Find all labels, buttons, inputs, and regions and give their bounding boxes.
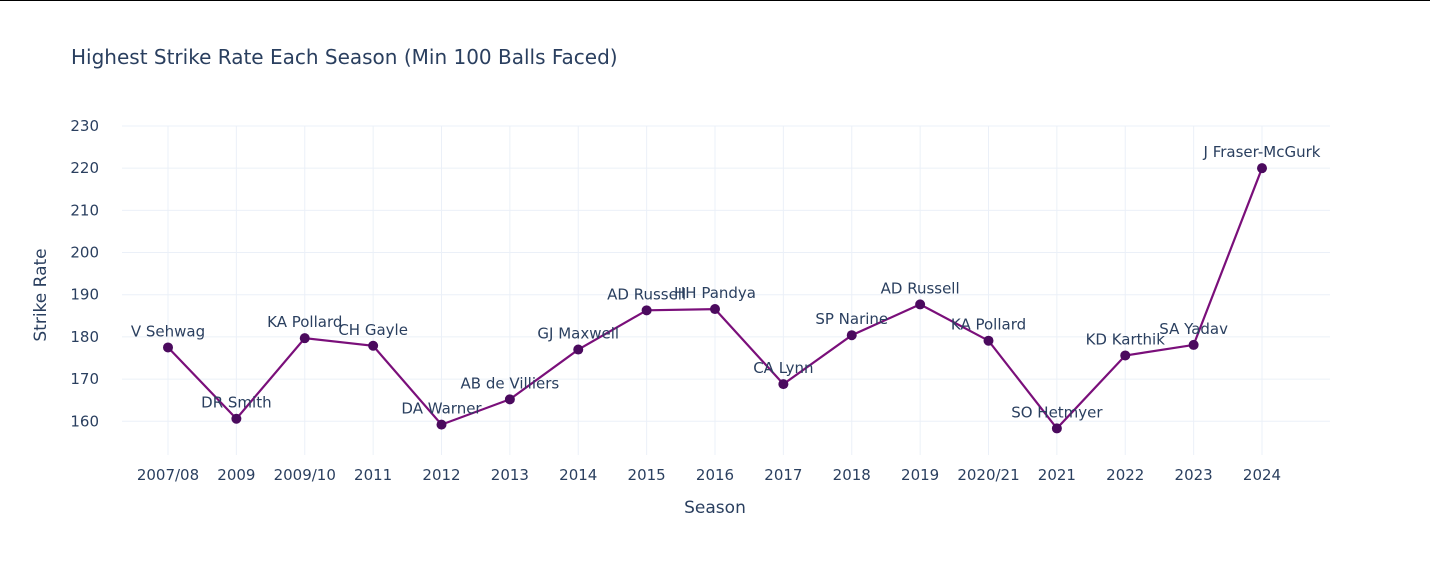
data-point: [983, 335, 994, 346]
data-label: AD Russell: [881, 279, 960, 297]
data-point: [573, 344, 584, 355]
x-tick-label: 2022: [1106, 466, 1144, 484]
x-tick-label: 2011: [354, 466, 392, 484]
x-axis-title: Season: [684, 498, 746, 518]
data-label: V Sehwag: [131, 322, 205, 340]
y-gridlines: [122, 125, 1330, 422]
x-gridlines: [167, 126, 1263, 455]
data-point: [504, 394, 515, 405]
chart-title: Highest Strike Rate Each Season (Min 100…: [71, 45, 618, 69]
data-label: SA Yadav: [1159, 320, 1228, 338]
x-tick-label: 2009/10: [274, 466, 336, 484]
x-tick-label: 2017: [764, 466, 802, 484]
data-point: [1120, 350, 1131, 361]
data-label: CA Lynn: [753, 359, 813, 377]
data-point: [368, 340, 379, 351]
data-point: [846, 330, 857, 341]
data-point: [1051, 423, 1062, 434]
data-label: GJ Maxwell: [537, 325, 619, 343]
y-axis-title: Strike Rate: [31, 248, 51, 341]
y-tick-label: 170: [70, 370, 99, 388]
data-label: CH Gayle: [338, 321, 408, 339]
x-tick-label: 2012: [422, 466, 460, 484]
data-point: [299, 333, 310, 344]
data-label: KA Pollard: [951, 316, 1026, 334]
y-axis-ticks: 160 170 180 190 200 210 220 230: [70, 117, 99, 430]
data-point: [1188, 339, 1199, 350]
data-points: [163, 163, 1267, 434]
x-tick-label: 2018: [833, 466, 871, 484]
y-tick-label: 190: [70, 286, 99, 304]
data-label: DA Warner: [401, 400, 482, 418]
x-tick-label: 2024: [1243, 466, 1281, 484]
x-tick-label: 2015: [628, 466, 666, 484]
data-label: KA Pollard: [267, 313, 342, 331]
y-tick-label: 230: [70, 117, 99, 135]
x-tick-label: 2019: [901, 466, 939, 484]
data-point: [163, 342, 173, 353]
y-tick-label: 220: [70, 159, 99, 177]
x-tick-label: 2007/08: [137, 466, 199, 484]
data-label: AD Russell: [607, 285, 686, 303]
data-label: AB de Villiers: [461, 374, 560, 392]
y-tick-label: 200: [70, 244, 99, 262]
data-label: J Fraser-McGurk: [1203, 143, 1321, 161]
y-tick-label: 180: [70, 328, 99, 346]
data-point: [710, 304, 720, 315]
y-tick-label: 210: [70, 201, 99, 219]
data-label: SP Narine: [815, 310, 888, 328]
x-tick-label: 2014: [559, 466, 597, 484]
x-tick-label: 2021: [1038, 466, 1076, 484]
x-tick-label: 2020/21: [957, 466, 1019, 484]
data-point: [641, 305, 652, 316]
data-label: KD Karthik: [1086, 330, 1166, 348]
data-point: [778, 379, 789, 390]
x-tick-label: 2016: [696, 466, 734, 484]
x-tick-label: 2013: [491, 466, 529, 484]
data-point: [1257, 163, 1267, 174]
data-label: HH Pandya: [674, 284, 756, 302]
x-axis-ticks: 2007/08 2009 2009/10 2011 2012 2013 2014 2015 20…: [137, 466, 1281, 484]
y-tick-label: 160: [70, 412, 99, 430]
data-point: [231, 413, 242, 424]
data-label: DR Smith: [201, 394, 271, 412]
x-tick-label: 2023: [1175, 466, 1213, 484]
x-tick-label: 2009: [217, 466, 255, 484]
data-label: SO Hetmyer: [1011, 403, 1103, 421]
data-point: [915, 299, 926, 310]
data-point: [436, 419, 447, 430]
top-border: [0, 0, 1430, 1]
